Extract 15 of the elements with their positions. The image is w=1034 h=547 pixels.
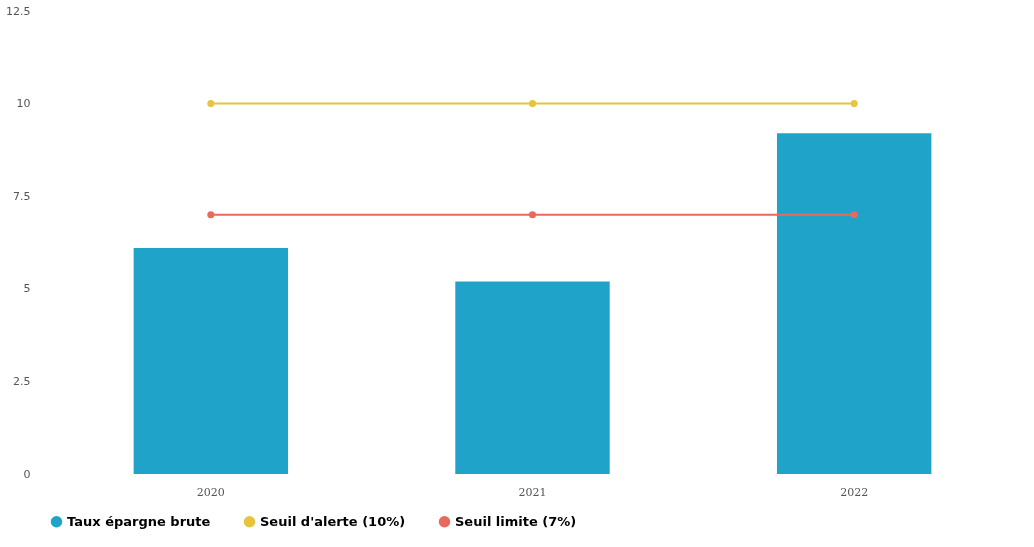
bar [133,248,289,474]
legend-label: Seuil d'alerte (10%) [260,513,406,529]
legend-label: Taux épargne brute [67,513,211,529]
x-tick-label: 2021 [518,485,547,499]
y-tick-label: 10 [16,97,31,111]
legend-label: Seuil limite (7%) [455,513,577,529]
y-tick-label: 5 [23,282,31,296]
bar [776,133,932,474]
bar [455,281,610,474]
x-tick-label: 2022 [840,485,869,499]
x-tick-label: 2020 [196,485,225,499]
y-tick-label: 2.5 [13,374,31,388]
y-tick-label: 7.5 [13,189,31,203]
y-tick-label: 12.5 [6,4,31,18]
y-tick-label: 0 [23,467,31,481]
